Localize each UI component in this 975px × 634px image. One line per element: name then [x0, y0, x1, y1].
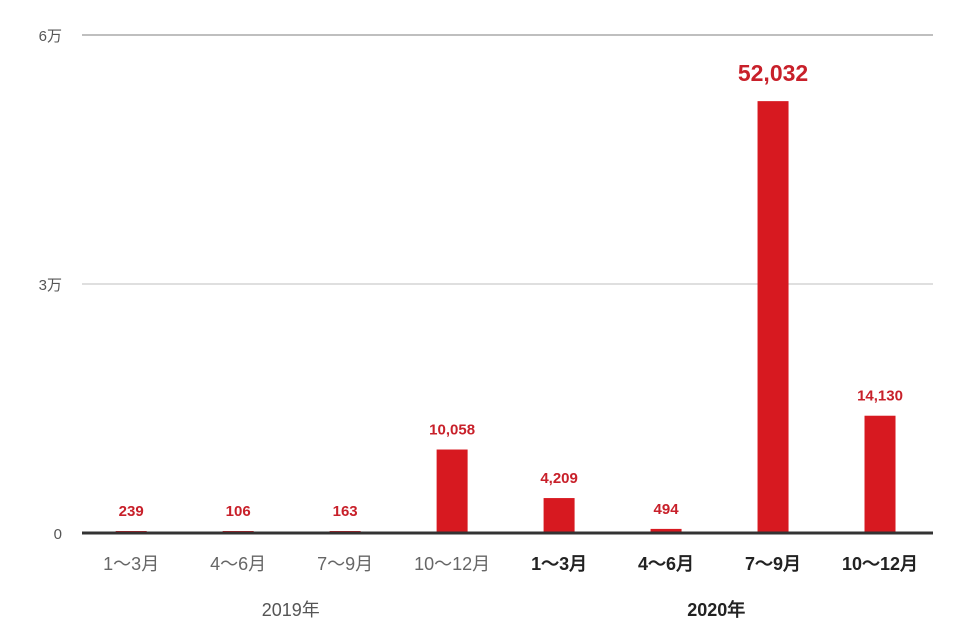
data-label: 52,032: [738, 60, 808, 86]
y-tick-label: 3万: [39, 277, 62, 294]
data-label: 4,209: [540, 470, 578, 487]
bar: [864, 415, 896, 533]
x-tick-label: 4〜6月: [210, 554, 266, 574]
x-tick-label: 10〜12月: [842, 554, 918, 574]
x-tick-label: 7〜9月: [745, 554, 801, 574]
x-tick-label: 1〜3月: [531, 554, 587, 574]
bar: [436, 449, 468, 533]
data-label: 106: [226, 503, 251, 520]
bar: [543, 498, 575, 533]
data-label: 239: [119, 503, 144, 520]
bar: [650, 528, 682, 533]
x-tick-label: 10〜12月: [414, 554, 490, 574]
x-tick-label: 4〜6月: [638, 554, 694, 574]
data-label: 10,058: [429, 422, 475, 439]
data-label: 494: [654, 501, 680, 518]
x-tick-label: 1〜3月: [103, 554, 159, 574]
data-label: 163: [333, 503, 358, 520]
bar: [757, 101, 789, 533]
group-label: 2019年: [262, 600, 320, 620]
y-tick-label: 0: [54, 526, 62, 543]
y-tick-label: 6万: [39, 28, 62, 45]
x-tick-label: 7〜9月: [317, 554, 373, 574]
group-label: 2020年: [687, 599, 745, 620]
data-label: 14,130: [857, 388, 903, 405]
